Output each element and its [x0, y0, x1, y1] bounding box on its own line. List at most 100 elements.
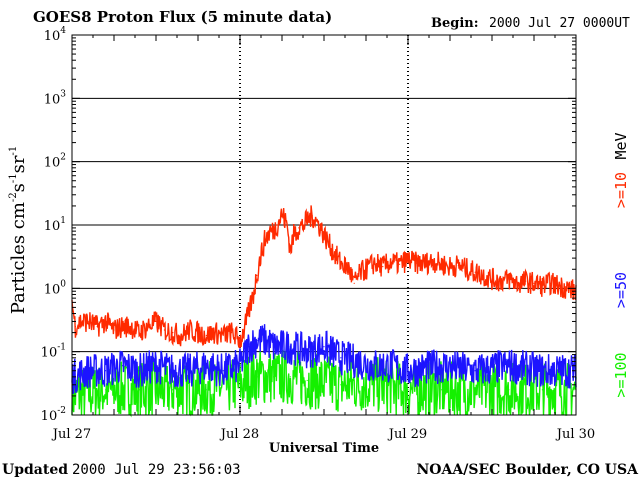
data-point	[541, 285, 544, 287]
x-axis-label: Universal Time	[269, 441, 379, 456]
x-tick-label: Jul 27	[51, 427, 91, 442]
data-point	[323, 346, 325, 348]
data-point	[138, 332, 140, 334]
data-point	[256, 376, 258, 378]
data-point	[273, 346, 275, 348]
legend: MeV >=10 >=50 >=100	[612, 132, 630, 397]
data-point	[466, 268, 468, 270]
data-point	[269, 230, 271, 232]
data-point	[474, 370, 476, 372]
data-point	[382, 266, 384, 268]
data-point	[155, 320, 157, 322]
data-point	[239, 365, 241, 367]
data-point	[256, 339, 258, 342]
data-point	[231, 332, 233, 334]
data-point	[508, 389, 510, 391]
data-point	[516, 282, 518, 284]
data-point	[205, 334, 207, 337]
data-point	[558, 285, 560, 287]
data-point	[441, 263, 443, 265]
data-point	[315, 219, 317, 221]
data-point	[320, 227, 322, 229]
y-axis-label: Particles cm-2s-1sr-1	[8, 146, 29, 315]
y-tick-label: 103	[44, 89, 67, 107]
begin-label: Begin:	[431, 16, 479, 31]
data-point	[373, 384, 375, 386]
y-axis-label-sup1: -2	[8, 192, 19, 202]
legend-entry-ge10: >=10	[612, 172, 630, 208]
data-point	[121, 325, 123, 328]
data-point	[256, 274, 258, 276]
data-point	[205, 365, 207, 367]
data-point	[214, 332, 216, 334]
data-series	[71, 205, 577, 418]
data-point	[222, 334, 224, 337]
data-point	[205, 389, 207, 391]
data-point	[172, 332, 174, 334]
y-tick-label: 101	[44, 216, 66, 234]
data-point	[96, 325, 98, 328]
updated-value: 2000 Jul 29 23:56:03	[72, 462, 241, 478]
data-point	[172, 370, 174, 372]
data-point	[276, 224, 278, 226]
data-point	[138, 389, 140, 391]
data-point	[499, 280, 501, 282]
data-point	[360, 271, 362, 273]
x-axis-ticks: Jul 27 Jul 28 Jul 29 Jul 30	[51, 35, 595, 442]
data-point	[105, 389, 107, 391]
data-point	[247, 312, 249, 315]
data-point	[550, 282, 552, 284]
data-point	[441, 365, 443, 367]
data-point	[373, 365, 375, 367]
data-point	[323, 234, 325, 236]
data-point	[483, 274, 485, 276]
data-point	[508, 278, 510, 280]
data-point	[273, 230, 275, 232]
data-point	[541, 370, 544, 372]
x-tick-label: Jul 28	[219, 427, 259, 442]
data-point	[399, 263, 401, 265]
y-axis-ticks: 10-2 10-1 100 101 102 103 104	[41, 26, 576, 424]
y-axis-label-sup2: -1	[8, 173, 19, 183]
data-point	[311, 215, 313, 217]
data-point	[533, 282, 535, 284]
legend-units-mev: MeV	[612, 132, 630, 159]
x-tick-label: Jul 29	[387, 427, 427, 442]
data-point	[306, 379, 308, 382]
data-point	[491, 278, 493, 280]
data-point	[441, 389, 443, 391]
data-point	[273, 376, 275, 378]
data-point	[357, 360, 359, 363]
data-point	[113, 329, 115, 331]
data-point	[474, 389, 476, 391]
data-point	[340, 357, 342, 359]
data-point	[163, 329, 165, 331]
data-point	[353, 282, 355, 284]
data-point	[407, 389, 409, 391]
y-axis-label-main: Particles cm	[8, 202, 29, 314]
data-point	[306, 219, 308, 221]
data-point	[390, 365, 392, 367]
data-point	[189, 370, 191, 372]
begin-value: 2000 Jul 27 0000UT	[489, 16, 630, 31]
credit-text: NOAA/SEC Boulder, CO USA	[417, 462, 640, 478]
data-point	[407, 259, 409, 261]
data-point	[340, 384, 342, 386]
data-point	[197, 332, 199, 334]
data-point	[239, 384, 241, 386]
y-axis-label-s: s	[8, 183, 29, 192]
data-point	[239, 339, 241, 342]
data-point	[130, 325, 132, 328]
data-point	[74, 325, 76, 328]
x-tick-label: Jul 30	[555, 427, 595, 442]
data-point	[303, 224, 305, 226]
data-point	[172, 389, 174, 391]
data-point	[242, 332, 244, 334]
data-point	[105, 320, 107, 322]
y-tick-label: 10-2	[41, 406, 66, 424]
data-point	[298, 227, 300, 229]
data-point	[247, 346, 249, 348]
data-point	[252, 293, 254, 296]
data-point	[331, 249, 333, 251]
